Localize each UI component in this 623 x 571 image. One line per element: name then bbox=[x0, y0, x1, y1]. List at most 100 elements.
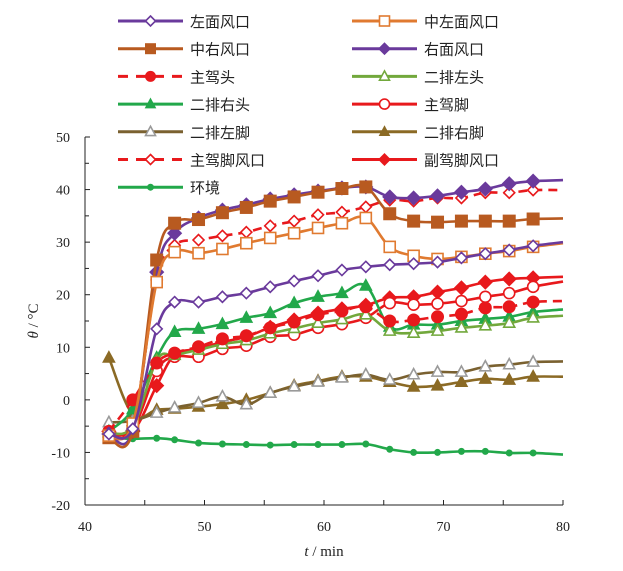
data-point bbox=[429, 188, 446, 204]
data-point bbox=[215, 396, 230, 410]
data-point bbox=[311, 289, 325, 302]
data-point bbox=[383, 258, 397, 272]
data-point bbox=[287, 226, 301, 240]
data-point bbox=[382, 189, 398, 205]
data-point bbox=[287, 274, 301, 288]
legend-marker bbox=[378, 69, 391, 81]
data-point bbox=[239, 225, 253, 239]
data-point bbox=[502, 315, 517, 329]
legend-marker bbox=[378, 15, 391, 27]
data-point bbox=[454, 214, 468, 228]
data-point bbox=[150, 356, 164, 370]
data-point bbox=[529, 449, 537, 457]
data-point bbox=[477, 274, 493, 290]
y-tick-label: 50 bbox=[56, 131, 70, 146]
data-point bbox=[406, 325, 421, 339]
legend-label: 右面风口 bbox=[424, 41, 484, 59]
data-point bbox=[478, 359, 493, 372]
data-point bbox=[502, 243, 516, 257]
data-point bbox=[242, 441, 250, 449]
data-point bbox=[338, 441, 346, 449]
data-point bbox=[406, 379, 421, 392]
data-point bbox=[263, 231, 277, 245]
legend-label: 左面风口 bbox=[190, 13, 250, 31]
data-point bbox=[149, 405, 164, 418]
legend-label: 主驾脚 bbox=[424, 96, 469, 114]
series-6 bbox=[102, 306, 564, 438]
data-point bbox=[311, 221, 325, 235]
series-3 bbox=[102, 180, 564, 449]
data-point bbox=[335, 205, 349, 219]
data-point bbox=[477, 181, 493, 197]
legend-label: 主驾脚风口 bbox=[190, 152, 265, 170]
data-point bbox=[386, 445, 394, 453]
legend-item: 左面风口 bbox=[118, 13, 250, 31]
data-point bbox=[526, 369, 540, 382]
legend-item: 副驾脚风口 bbox=[352, 152, 499, 170]
data-point bbox=[191, 295, 206, 309]
data-point bbox=[382, 372, 397, 385]
data-point bbox=[314, 441, 322, 449]
x-tick-label: 60 bbox=[317, 520, 331, 535]
data-point bbox=[168, 346, 182, 360]
data-point bbox=[311, 185, 325, 199]
data-point bbox=[383, 207, 397, 221]
legend-item: 环境 bbox=[118, 179, 220, 197]
axes: -20 -10 0 10 20 30 40 50 40 50 60 70 80 t / min θ /… bbox=[26, 131, 570, 560]
legend-item: 中右风口 bbox=[118, 41, 250, 59]
data-point bbox=[287, 315, 301, 329]
x-tick-label: 70 bbox=[437, 520, 451, 535]
data-point bbox=[168, 216, 182, 230]
data-point bbox=[454, 251, 469, 265]
data-point bbox=[526, 280, 540, 294]
data-point bbox=[290, 441, 298, 449]
data-point bbox=[192, 246, 205, 260]
series-5 bbox=[102, 295, 564, 438]
data-point bbox=[266, 441, 274, 449]
legend-item: 主驾头 bbox=[118, 68, 235, 86]
data-point bbox=[526, 310, 540, 323]
data-point bbox=[455, 294, 468, 308]
data-point bbox=[501, 271, 517, 287]
legend-marker bbox=[144, 153, 157, 166]
data-point bbox=[195, 439, 203, 447]
x-axis-title-var: t bbox=[304, 544, 309, 560]
y-axis-title-var: θ bbox=[26, 331, 42, 339]
data-point bbox=[287, 378, 301, 392]
data-point bbox=[431, 215, 445, 229]
series-13 bbox=[105, 434, 564, 457]
data-point bbox=[311, 374, 325, 387]
data-point bbox=[311, 315, 325, 329]
data-point bbox=[478, 371, 493, 384]
data-point bbox=[239, 396, 254, 410]
data-point bbox=[287, 190, 301, 204]
x-axis-title-unit: / min bbox=[309, 544, 345, 560]
legend-item: 主驾脚风口 bbox=[118, 152, 265, 170]
data-point bbox=[359, 300, 373, 314]
data-point bbox=[311, 208, 325, 222]
plot-area bbox=[101, 173, 564, 457]
data-point bbox=[502, 356, 517, 370]
data-point bbox=[167, 400, 182, 413]
data-point bbox=[406, 257, 421, 271]
data-point bbox=[263, 321, 277, 335]
legend-item: 右面风口 bbox=[352, 41, 484, 59]
data-point bbox=[287, 295, 301, 309]
data-point bbox=[263, 305, 278, 319]
data-point bbox=[406, 190, 422, 206]
legend-item: 二排左头 bbox=[352, 68, 484, 86]
legend-marker bbox=[378, 153, 391, 166]
data-point bbox=[335, 311, 349, 325]
data-point bbox=[359, 200, 373, 214]
data-point bbox=[525, 173, 541, 189]
data-point bbox=[383, 314, 397, 328]
legend-marker bbox=[145, 70, 156, 82]
data-point bbox=[481, 447, 489, 455]
y-tick-label: 20 bbox=[56, 289, 70, 304]
data-point bbox=[191, 233, 206, 247]
data-point bbox=[434, 448, 442, 456]
data-point bbox=[410, 448, 418, 456]
data-point bbox=[454, 364, 469, 377]
